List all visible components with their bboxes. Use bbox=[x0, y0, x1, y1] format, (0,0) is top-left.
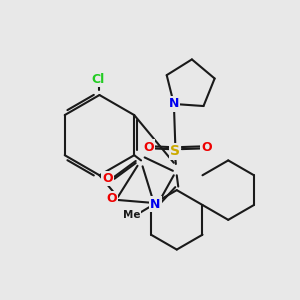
Text: N: N bbox=[150, 198, 161, 211]
Text: Cl: Cl bbox=[92, 73, 105, 86]
Text: O: O bbox=[106, 192, 117, 205]
Text: O: O bbox=[143, 140, 154, 154]
Text: Me: Me bbox=[123, 210, 140, 220]
Text: N: N bbox=[169, 98, 179, 110]
Text: O: O bbox=[103, 172, 113, 185]
Text: S: S bbox=[170, 145, 180, 158]
Text: O: O bbox=[201, 140, 212, 154]
